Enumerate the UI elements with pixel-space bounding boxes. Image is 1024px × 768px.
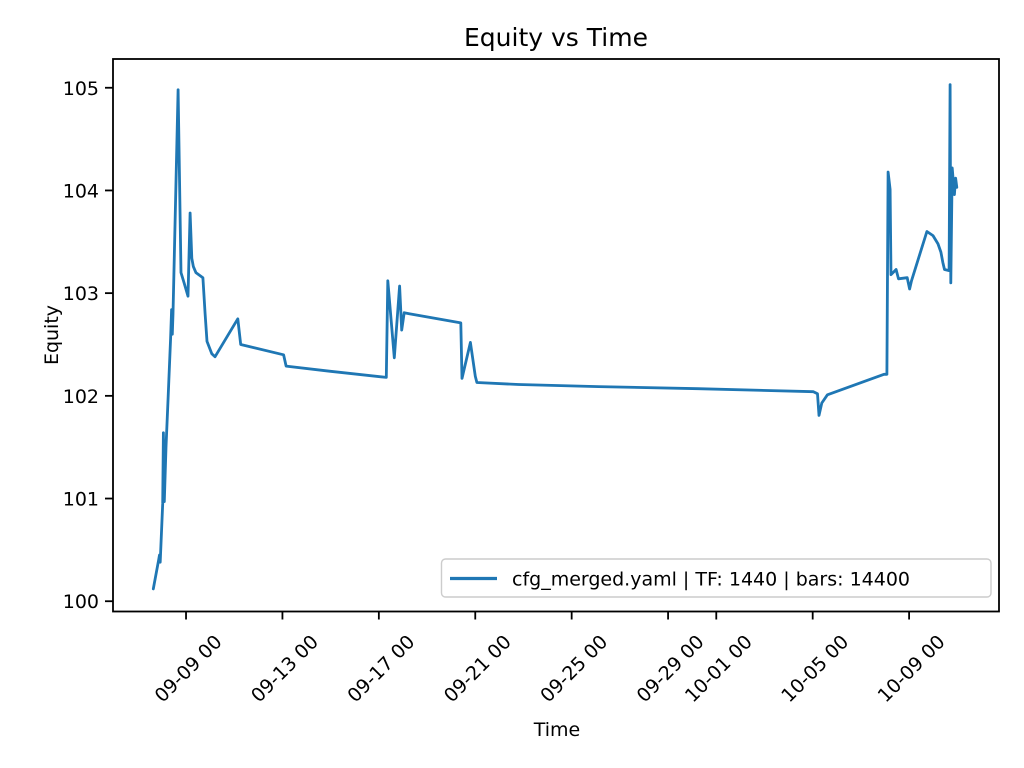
x-tick-label: 10-09 00 bbox=[874, 631, 950, 707]
x-tick-label: 09-25 00 bbox=[536, 631, 612, 707]
y-tick-label: 103 bbox=[63, 283, 99, 305]
y-tick-label: 102 bbox=[63, 386, 99, 408]
y-tick-label: 105 bbox=[63, 78, 99, 100]
legend-label: cfg_merged.yaml | TF: 1440 | bars: 14400 bbox=[512, 569, 910, 591]
plot-area bbox=[113, 59, 999, 612]
x-axis-label: Time bbox=[533, 719, 581, 741]
axes-spines bbox=[112, 58, 1000, 613]
equity-line bbox=[151, 83, 959, 591]
x-tick-label: 09-17 00 bbox=[343, 631, 419, 707]
x-tick-label: 09-09 00 bbox=[151, 631, 227, 707]
x-tick-label: 09-13 00 bbox=[247, 631, 323, 707]
legend: cfg_merged.yaml | TF: 1440 | bars: 14400 bbox=[440, 558, 992, 598]
x-tick-label: 10-05 00 bbox=[777, 631, 853, 707]
legend-box bbox=[440, 558, 992, 598]
y-tick-label: 101 bbox=[63, 489, 99, 511]
y-axis-label: Equity bbox=[41, 305, 63, 365]
x-axis-ticks: 09-09 00 09-13 00 09-17 00 09-21 00 09-25 00… bbox=[151, 611, 950, 707]
y-tick-label: 104 bbox=[63, 180, 99, 202]
y-tick-label: 100 bbox=[63, 591, 99, 613]
x-tick-label: 09-21 00 bbox=[440, 631, 516, 707]
chart-title: Equity vs Time bbox=[464, 23, 648, 52]
y-axis-ticks: 100 101 102 103 104 105 bbox=[63, 78, 113, 613]
